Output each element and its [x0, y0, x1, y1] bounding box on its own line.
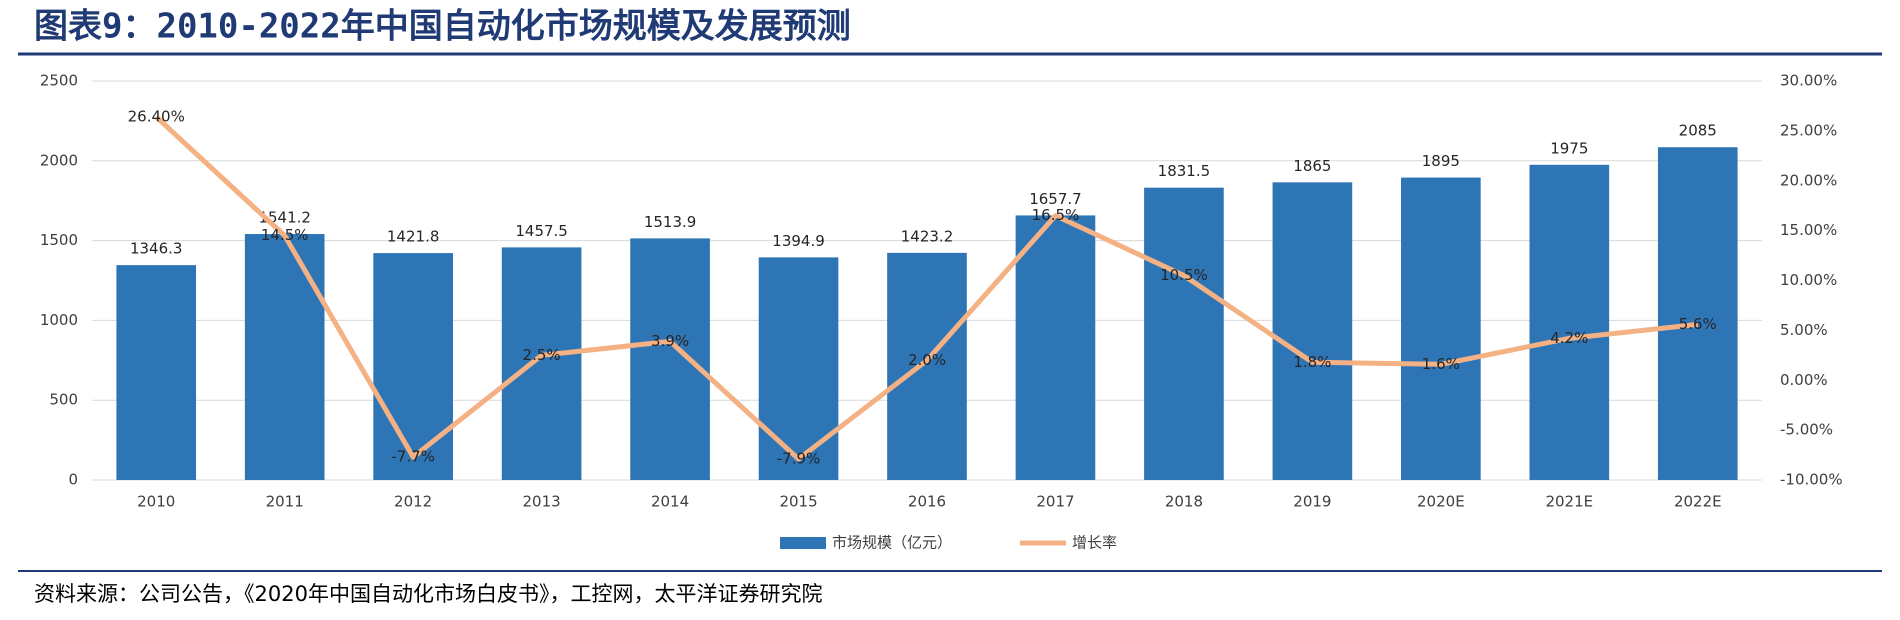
line	[154, 115, 1699, 462]
source: 资料来源：公司公告，《2020年中国自动化市场白皮书》，工控网，太平洋证券研究院	[34, 582, 822, 606]
x-tick-label: 2010	[137, 493, 175, 511]
bar-value-label: 1865	[1293, 157, 1331, 175]
line-value-label: 1.8%	[1293, 353, 1331, 371]
bar	[1272, 182, 1353, 480]
line-value-label: 26.40%	[128, 107, 185, 125]
x-tick-label: 2020E	[1417, 493, 1465, 511]
line-value-label: 2.0%	[908, 351, 946, 369]
bar-value-label: 2085	[1679, 122, 1717, 140]
bar-value-label: 1457.5	[515, 222, 568, 240]
line-value-label: -7.7%	[391, 448, 435, 466]
y2-tick-label: -5.00%	[1780, 421, 1833, 439]
y-tick-label: 2000	[40, 151, 78, 169]
bar	[630, 238, 710, 480]
line-value-label: 3.9%	[651, 332, 689, 350]
y2-tick-label: 30.00%	[1780, 72, 1837, 90]
bar-value-label: 1831.5	[1158, 162, 1211, 180]
x-tick-label: 2021E	[1545, 493, 1593, 511]
bar	[116, 265, 197, 480]
bar-value-label: 1895	[1422, 152, 1460, 170]
line-value-label: 2.5%	[523, 346, 561, 364]
line-value-label: -7.9%	[777, 450, 821, 468]
y-tick-label: 2500	[40, 72, 78, 90]
x-tick-label: 2011	[266, 493, 304, 511]
x-tick-label: 2013	[523, 493, 561, 511]
bar	[1015, 215, 1096, 480]
y2-tick-label: 20.00%	[1780, 171, 1837, 189]
bar	[1144, 187, 1224, 480]
y2-tick-label: 15.00%	[1780, 221, 1837, 239]
line-value-label: 1.6%	[1422, 355, 1460, 373]
legend-label: 市场规模（亿元）	[832, 534, 952, 552]
chart-title: 图表9：2010-2022年中国自动化市场规模及发展预测	[34, 7, 851, 47]
bar	[501, 247, 582, 480]
y2-tick-label: -10.00%	[1780, 471, 1843, 489]
line-value-label: 5.6%	[1679, 315, 1717, 333]
x-tick-label: 2018	[1165, 493, 1203, 511]
legend-swatch	[780, 537, 826, 549]
y-tick-label: 1500	[40, 231, 78, 249]
legend-label: 增长率	[1072, 534, 1117, 552]
bar-value-label: 1513.9	[644, 213, 697, 231]
line-value-label: 16.5%	[1032, 206, 1080, 224]
x-tick-label: 2022E	[1674, 493, 1722, 511]
x-tick-label: 2014	[651, 493, 689, 511]
line-value-label: 10.5%	[1160, 266, 1208, 284]
line-value-label: 14.5%	[261, 226, 309, 244]
bar-value-label: 1423.2	[901, 227, 954, 245]
bar	[758, 257, 839, 480]
bar	[373, 253, 453, 480]
x-tick-label: 2012	[394, 493, 432, 511]
bar	[887, 252, 967, 480]
bar-value-label: 1657.7	[1029, 190, 1082, 208]
bar	[1657, 147, 1738, 480]
bar-value-label: 1346.3	[130, 240, 183, 258]
x-tick-label: 2017	[1036, 493, 1074, 511]
y2-tick-label: 5.00%	[1780, 321, 1828, 339]
bar-value-label: 1975	[1550, 139, 1588, 157]
x-tick-label: 2015	[779, 493, 817, 511]
bar-value-label: 1421.8	[387, 228, 440, 246]
bar	[1529, 164, 1610, 481]
bar-value-label: 1394.9	[772, 232, 825, 250]
y-tick-label: 0	[68, 471, 78, 489]
y2-tick-label: 25.00%	[1780, 121, 1837, 139]
y-tick-label: 1000	[40, 311, 78, 329]
bar	[244, 234, 325, 480]
line-value-label: 4.2%	[1550, 329, 1588, 347]
y2-tick-label: 10.00%	[1780, 271, 1837, 289]
x-tick-label: 2016	[908, 493, 946, 511]
x-tick-label: 2019	[1293, 493, 1331, 511]
y2-tick-label: 0.00%	[1780, 371, 1828, 389]
bar	[1401, 177, 1481, 481]
y-tick-label: 500	[49, 391, 78, 409]
